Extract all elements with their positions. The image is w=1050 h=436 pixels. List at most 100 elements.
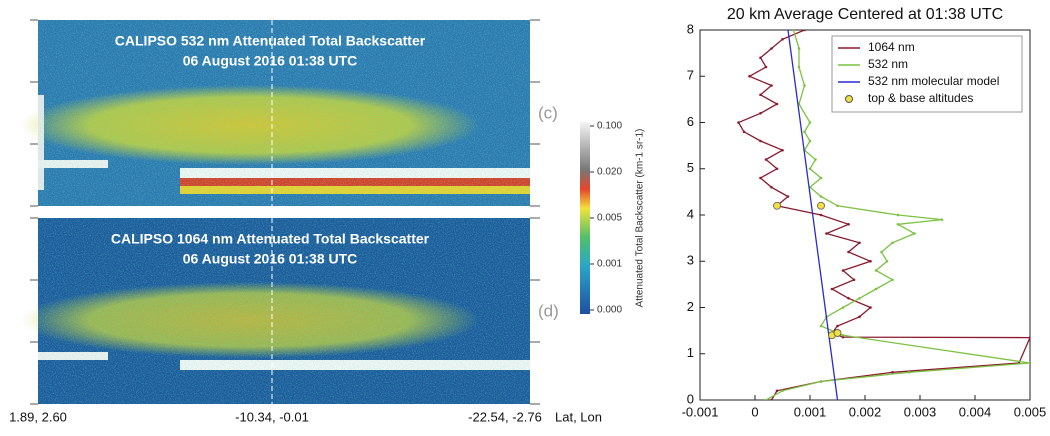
point [819, 213, 823, 217]
colorbar-tick-label: 0.100 [597, 121, 622, 132]
point [775, 389, 779, 393]
point [896, 213, 900, 217]
curtain-panel: CALIPSO 1064 nm Attenuated Total Backsca… [9, 218, 602, 424]
point [748, 74, 751, 78]
point [836, 204, 839, 208]
legend-label: 1064 nm [868, 40, 915, 54]
legend-label: 532 nm [868, 57, 908, 71]
point [858, 315, 861, 319]
colorbar [580, 122, 590, 314]
point [874, 287, 878, 291]
legend-swatch [845, 95, 853, 103]
point [797, 47, 801, 50]
point [770, 185, 773, 189]
chart-title: 20 km Average Centered at 01:38 UTC [727, 6, 1003, 23]
curtain-subtitle: 06 August 2016 01:38 UTC [183, 53, 358, 69]
point [858, 241, 861, 245]
point [847, 222, 850, 226]
point [808, 139, 812, 143]
point [742, 130, 746, 134]
point [759, 111, 762, 115]
point [737, 121, 740, 124]
point [808, 167, 812, 171]
colorbar-tick-label: 0.000 [597, 305, 622, 316]
x-tick-label: -22.54, -2.76 [468, 409, 542, 424]
x-tick-label: -10.34, -0.01 [235, 409, 309, 424]
x-tick-label: 0.004 [959, 404, 992, 419]
point [869, 259, 872, 263]
panel-label: (d) [538, 301, 559, 320]
point [830, 287, 834, 291]
point [797, 65, 801, 69]
curtain-title: CALIPSO 1064 nm Attenuated Total Backsca… [111, 231, 430, 247]
point [1028, 361, 1030, 365]
x-tick-label: 0.002 [849, 404, 882, 419]
x-tick-label: 1.89, 2.60 [9, 409, 67, 424]
point [841, 333, 845, 337]
curtain-panel: CALIPSO 532 nm Attenuated Total Backscat… [20, 20, 558, 206]
point [891, 241, 894, 245]
point [803, 130, 806, 134]
point [764, 65, 768, 69]
point [775, 167, 779, 171]
colorbar-label: Attenuated Total Backscatter (km-1 sr-1) [635, 129, 646, 308]
colorbar-tick-label: 0.001 [597, 259, 622, 270]
point [819, 324, 823, 328]
point [764, 158, 768, 161]
point [819, 176, 823, 180]
point [773, 201, 781, 210]
y-tick-label: 1 [687, 345, 694, 360]
point [781, 37, 784, 41]
legend-box [831, 35, 1023, 113]
point [792, 30, 795, 32]
point [833, 329, 842, 337]
point [770, 84, 773, 87]
point [781, 389, 784, 393]
point [874, 269, 878, 272]
panel-label: (c) [538, 103, 558, 122]
point [781, 148, 784, 152]
point [764, 398, 768, 400]
point [880, 250, 883, 254]
y-tick-label: 4 [687, 206, 694, 221]
y-tick-label: 8 [687, 21, 694, 36]
colorbar-tick-label: 0.005 [597, 213, 622, 224]
line [787, 30, 839, 400]
curtain-ticks [30, 19, 540, 405]
curtain-title: CALIPSO 532 nm Attenuated Total Backscat… [115, 33, 426, 49]
point [858, 296, 861, 300]
point [759, 56, 762, 60]
point [913, 232, 916, 235]
point [819, 380, 823, 383]
point [1028, 336, 1030, 339]
point [841, 269, 845, 272]
curtain-subtitle: 06 August 2016 01:38 UTC [183, 251, 358, 267]
point [803, 84, 806, 87]
point [770, 47, 773, 50]
y-tick-label: 2 [687, 299, 694, 314]
x-tick-label: 0.003 [904, 404, 937, 419]
x-tick-label: -0.001 [682, 404, 719, 419]
y-tick-label: 5 [687, 160, 694, 175]
point [891, 278, 894, 282]
point [825, 232, 828, 235]
legend-label: top & base altitudes [868, 91, 973, 105]
point [819, 195, 823, 198]
point [907, 370, 911, 374]
point [803, 30, 806, 32]
point [817, 201, 825, 210]
point [852, 278, 856, 282]
point [759, 176, 762, 180]
point [847, 296, 850, 300]
point [770, 398, 773, 400]
y-tick-label: 0 [687, 391, 694, 406]
point [940, 218, 944, 221]
y-tick-label: 3 [687, 253, 694, 268]
point [869, 306, 872, 309]
legend-label: 532 nm molecular model [868, 74, 999, 88]
x-tick-label: 0.005 [1014, 404, 1047, 419]
point [885, 259, 889, 263]
point [841, 335, 845, 339]
y-tick-label: 6 [687, 114, 694, 129]
